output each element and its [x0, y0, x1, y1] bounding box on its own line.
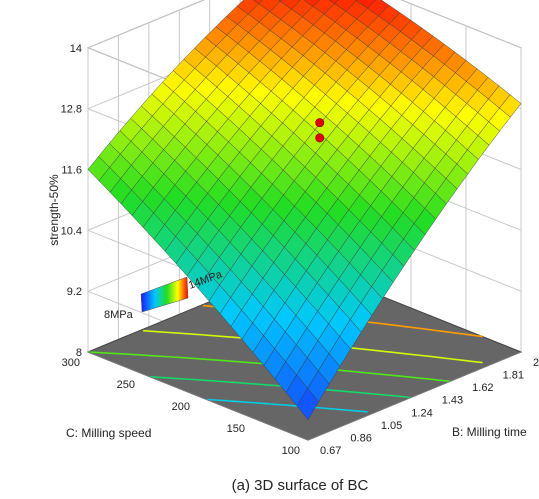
legend-min-label: 8MPa	[104, 309, 134, 321]
y-axis-label: C: Milling speed	[66, 426, 151, 440]
contour-line	[206, 398, 368, 413]
z-tick-label: 8	[76, 347, 82, 359]
surface-cell	[252, 0, 264, 5]
x-tick-label: 1.43	[442, 395, 463, 407]
x-tick-label: 1.05	[381, 420, 402, 432]
surface-cell	[296, 387, 319, 421]
tick-labels: 0.67 0.86 1.05 1.24 1.43 1.62 1.81 2 100 150 200 25…	[61, 43, 539, 457]
contour-line	[87, 351, 451, 383]
design-points	[315, 118, 325, 143]
x-tick-label: 0.86	[350, 432, 371, 444]
y-tick-label: 200	[172, 401, 190, 413]
design-point	[315, 118, 325, 128]
z-axis-label: strength-50%	[47, 174, 61, 246]
z-tick-label: 11.6	[61, 165, 82, 177]
z-tick-label: 12.8	[61, 104, 82, 116]
y-tick-label: 300	[62, 357, 80, 369]
surface-cell	[328, 0, 339, 4]
x-tick-label: 1.62	[472, 382, 493, 394]
z-tick-label: 9.2	[67, 286, 82, 298]
y-tick-label: 250	[117, 379, 135, 391]
x-axis-line	[307, 351, 522, 441]
design-point	[315, 133, 325, 143]
z-tick-label: 14	[70, 43, 82, 55]
z-tick-label: 10.4	[61, 225, 82, 237]
y-axis-line	[87, 351, 309, 441]
x-tick-label: 2	[533, 357, 539, 369]
front-frame	[87, 351, 522, 441]
x-axis-label: B: Milling time	[452, 425, 527, 439]
x-tick-label: 0.67	[320, 445, 341, 457]
response-surface	[87, 0, 522, 421]
figure-caption: (a) 3D surface of BC	[232, 477, 369, 494]
y-tick-label: 100	[282, 445, 300, 457]
x-tick-label: 1.24	[411, 407, 432, 419]
y-tick-label: 150	[227, 423, 245, 435]
contour-line	[149, 376, 411, 399]
color-legend-bar	[140, 276, 189, 313]
x-tick-label: 1.81	[503, 370, 524, 382]
